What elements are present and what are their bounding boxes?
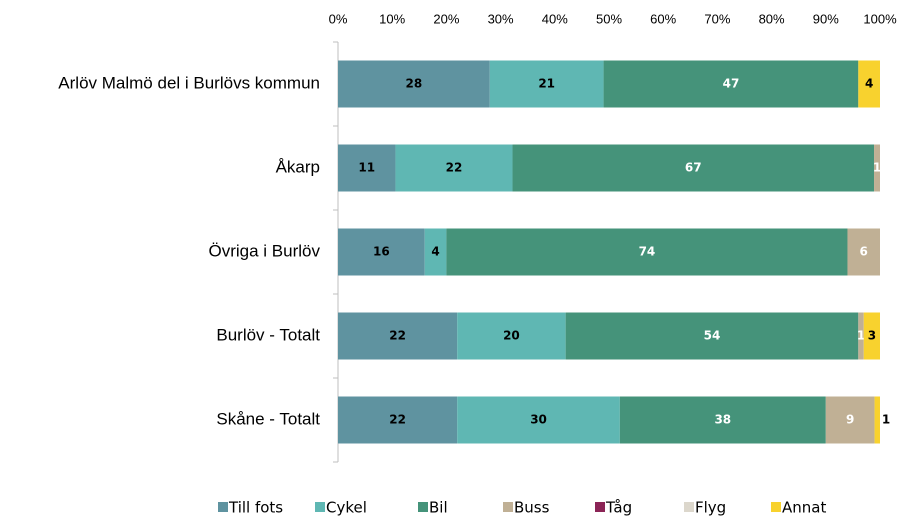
x-tick-label: 0%: [329, 11, 348, 26]
data-label: 54: [704, 329, 721, 343]
x-tick-label: 30%: [488, 11, 514, 26]
legend-swatch: [503, 502, 513, 512]
data-label: 6: [860, 245, 868, 259]
bar-segment: [874, 144, 880, 192]
data-label: 47: [723, 77, 740, 91]
bar-segment: [489, 60, 604, 108]
legend-swatch: [595, 502, 605, 512]
bar-segment: [338, 60, 490, 108]
bar-segment: [395, 144, 513, 192]
legend-label: Cykel: [326, 499, 367, 517]
bar-segment: [825, 396, 875, 444]
data-label: 67: [685, 161, 702, 175]
data-label: 30: [530, 413, 547, 427]
x-tick-label: 40%: [542, 11, 568, 26]
data-label: 22: [446, 161, 463, 175]
bar-segment: [847, 228, 880, 276]
bar-segment: [457, 396, 620, 444]
data-label: 1: [873, 161, 881, 175]
data-label: 22: [389, 329, 406, 343]
bar-segment: [424, 228, 447, 276]
category-label: Skåne - Totalt: [216, 409, 320, 428]
legend-label: Annat: [782, 499, 826, 517]
data-label: 11: [358, 161, 375, 175]
legend-swatch: [218, 502, 228, 512]
x-tick-label: 60%: [650, 11, 676, 26]
legend-label: Bil: [429, 499, 448, 517]
category-label: Arlöv Malmö del i Burlövs kommun: [58, 73, 320, 92]
data-label: 28: [406, 77, 423, 91]
legend-swatch: [315, 502, 325, 512]
legend-swatch: [418, 502, 428, 512]
x-tick-label: 20%: [433, 11, 459, 26]
bar-segment: [338, 396, 458, 444]
data-label: 1: [857, 329, 865, 343]
bar-segment: [619, 396, 826, 444]
data-label: 1: [882, 413, 890, 427]
data-label: 21: [538, 77, 555, 91]
data-label: 20: [503, 329, 520, 343]
category-label: Åkarp: [276, 157, 320, 176]
bar-segment: [874, 396, 880, 444]
bar-segment: [338, 144, 396, 192]
data-label: 74: [639, 245, 656, 259]
data-label: 4: [431, 245, 439, 259]
data-label: 4: [865, 77, 873, 91]
bar-segment: [446, 228, 848, 276]
bar-segment: [338, 312, 458, 360]
legend-label: Tåg: [605, 499, 632, 517]
bar-segment: [338, 228, 425, 276]
legend-label: Till fots: [228, 499, 283, 517]
bar-segment: [858, 312, 864, 360]
data-label: 38: [714, 413, 731, 427]
x-tick-label: 50%: [596, 11, 622, 26]
category-label: Övriga i Burlöv: [209, 241, 321, 260]
x-tick-label: 90%: [813, 11, 839, 26]
legend-swatch: [684, 502, 694, 512]
legend-swatch: [771, 502, 781, 512]
bar-segment: [457, 312, 566, 360]
data-label: 16: [373, 245, 390, 259]
x-tick-label: 80%: [759, 11, 785, 26]
bar-segment: [603, 60, 859, 108]
data-label: 3: [868, 329, 876, 343]
legend-label: Buss: [514, 499, 550, 517]
bar-segment: [565, 312, 859, 360]
category-label: Burlöv - Totalt: [216, 325, 320, 344]
bar-segment: [863, 312, 880, 360]
x-tick-label: 70%: [704, 11, 730, 26]
legend-label: Flyg: [695, 499, 726, 517]
data-label: 9: [846, 413, 854, 427]
bar-segment: [512, 144, 875, 192]
x-tick-label: 10%: [379, 11, 405, 26]
x-tick-label: 100%: [863, 11, 897, 26]
bar-segment: [858, 60, 880, 108]
data-label: 22: [389, 413, 406, 427]
